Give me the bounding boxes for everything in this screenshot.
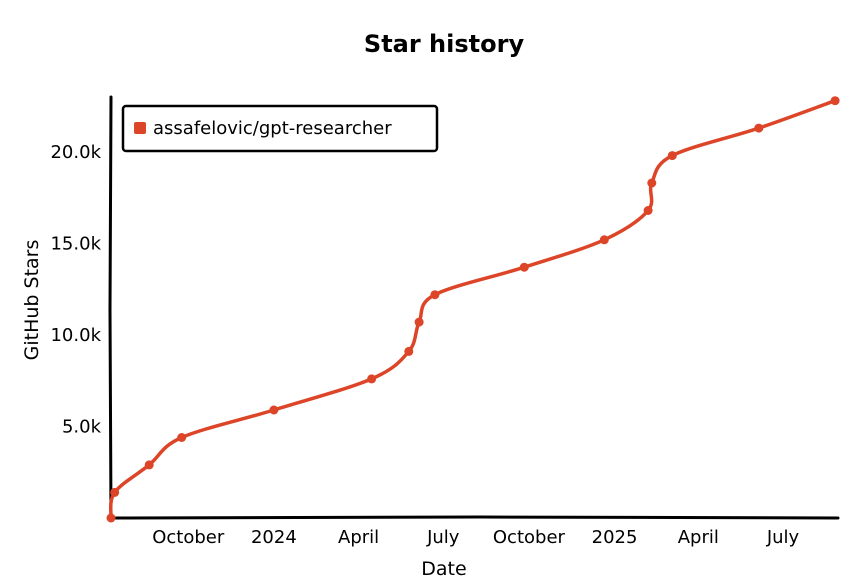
data-point [830, 96, 840, 106]
data-point [404, 346, 414, 356]
series-line [108, 98, 837, 520]
y-tick-labels: 5.0k 10.0k 15.0k 20.0k [50, 142, 101, 438]
data-point [367, 374, 377, 384]
x-tick-labels: October 2024 April July October 2025 April July [152, 527, 799, 548]
x-axis-title: Date [421, 558, 466, 579]
legend-box [121, 104, 439, 153]
x-tick-label: 2024 [251, 527, 297, 548]
data-point [647, 178, 657, 188]
chart-title: Star history [364, 30, 525, 58]
data-point [414, 317, 424, 327]
data-point [269, 405, 279, 415]
legend-label: assafelovic/gpt-researcher [153, 118, 392, 139]
data-point [430, 290, 440, 300]
x-tick-label: October [152, 527, 225, 548]
data-point [144, 460, 154, 470]
y-tick-label: 20.0k [50, 142, 101, 163]
data-point [519, 262, 529, 272]
x-tick-label: July [766, 527, 800, 548]
data-point [643, 206, 653, 215]
x-tick-label: July [426, 527, 460, 548]
x-axis-line [108, 515, 840, 520]
x-tick-label: April [678, 527, 719, 548]
data-point [110, 487, 120, 497]
y-axis-line [108, 95, 113, 520]
data-point [599, 235, 609, 245]
data-point [667, 151, 677, 161]
x-tick-label: 2025 [592, 527, 638, 548]
series-group [106, 96, 840, 523]
x-tick-label: October [493, 527, 566, 548]
x-tick-label: April [338, 527, 379, 548]
data-point [754, 123, 764, 133]
legend: assafelovic/gpt-researcher [121, 104, 439, 153]
y-tick-label: 10.0k [50, 325, 101, 346]
data-point [177, 433, 187, 442]
y-axis-title: GitHub Stars [21, 240, 43, 361]
y-tick-label: 15.0k [50, 233, 101, 254]
legend-swatch [134, 122, 146, 134]
data-point [106, 513, 116, 523]
axes [108, 95, 840, 520]
y-tick-label: 5.0k [62, 416, 102, 437]
